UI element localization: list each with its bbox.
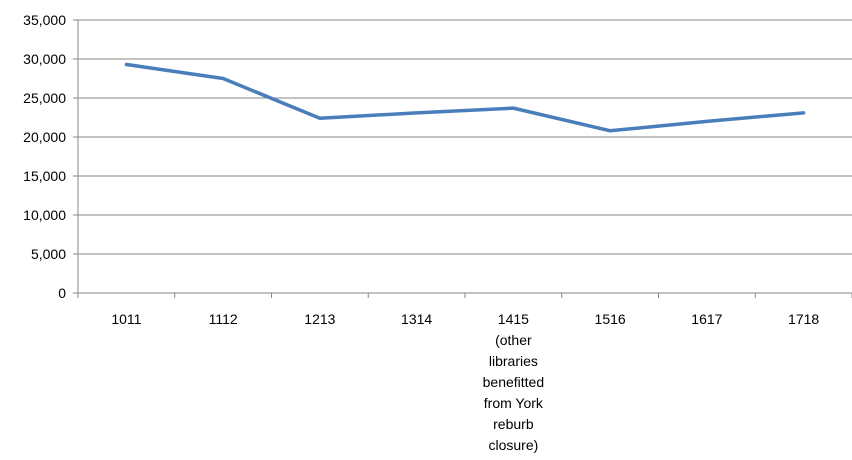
y-tick-label: 15,000 bbox=[23, 168, 66, 184]
x-tick-label: 1718 bbox=[788, 311, 819, 327]
y-tick-label: 25,000 bbox=[23, 90, 66, 106]
y-tick-label: 20,000 bbox=[23, 129, 66, 145]
x-tick-label: 1112 bbox=[209, 311, 238, 327]
x-tick-label: 1011 bbox=[111, 311, 141, 327]
y-tick-label: 0 bbox=[58, 285, 66, 301]
y-tick-label: 5,000 bbox=[31, 246, 66, 262]
y-tick-labels: 0 5,000 10,000 15,000 20,000 25,000 30,000 35,0… bbox=[23, 12, 66, 301]
y-tick-label: 35,000 bbox=[23, 12, 66, 28]
gridlines bbox=[78, 19, 852, 255]
y-tick-label: 30,000 bbox=[23, 51, 66, 67]
x-tick-label: 1213 bbox=[304, 311, 335, 327]
x-tick-labels: 1011 1112 1213 1314 1415 (other libraries benef… bbox=[111, 311, 819, 453]
series-line bbox=[124, 62, 806, 133]
x-tick-label: 1617 bbox=[691, 311, 722, 327]
y-tick-label: 10,000 bbox=[23, 207, 66, 223]
series-group bbox=[124, 62, 806, 133]
axes bbox=[73, 19, 852, 298]
x-tick-label: 1415 (other libraries benefitted from York re… bbox=[483, 311, 545, 453]
x-tick-label: 1516 bbox=[595, 311, 626, 327]
x-tick-label: 1314 bbox=[401, 311, 432, 327]
